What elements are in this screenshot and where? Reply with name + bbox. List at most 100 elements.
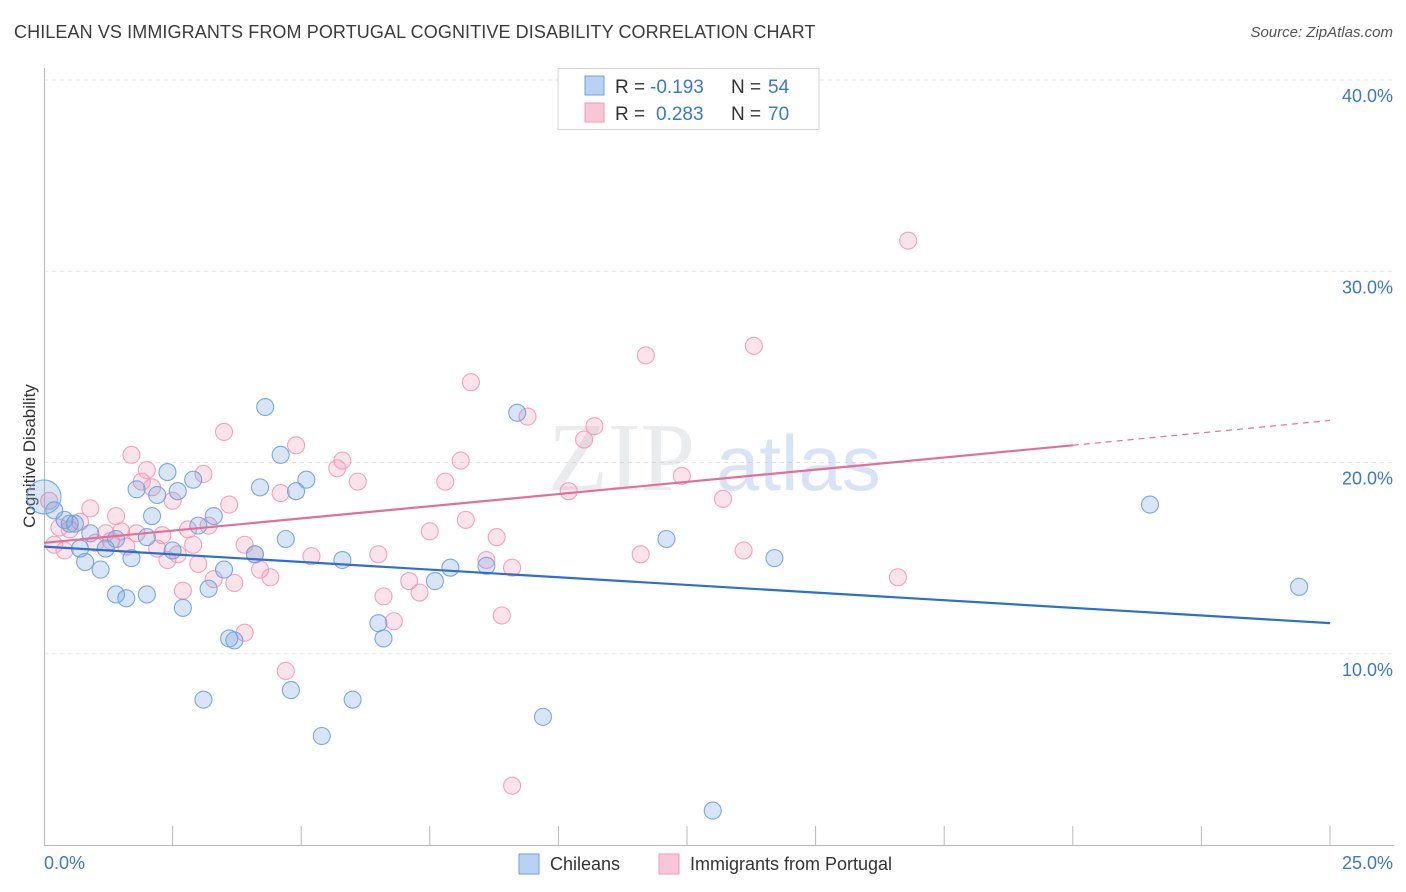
data-point-chileans (703, 801, 722, 820)
data-point-portugal (122, 445, 141, 464)
data-point-chileans (657, 529, 676, 549)
data-point-portugal (225, 573, 244, 593)
data-point-chileans (184, 470, 203, 489)
data-point-portugal (672, 466, 691, 485)
bottom-legend-label-portugal: Immigrants from Portugal (690, 854, 892, 874)
data-point-portugal (173, 581, 192, 600)
data-point-chileans (168, 482, 187, 501)
legend-n-value-chileans: 54 (768, 77, 790, 98)
data-point-portugal (153, 526, 172, 545)
series-portugal-points (40, 231, 918, 795)
data-point-portugal (271, 484, 290, 503)
x-tick-label-max: 25.0% (1342, 853, 1393, 873)
grid-lines (44, 79, 1394, 655)
data-point-chileans (312, 726, 331, 746)
data-point-portugal (888, 568, 907, 587)
data-point-portugal (477, 550, 496, 570)
data-point-portugal (492, 606, 511, 625)
data-point-portugal (899, 231, 918, 250)
legend-swatch-portugal (584, 102, 605, 123)
data-point-portugal (158, 550, 177, 570)
data-point-chileans (60, 514, 79, 533)
data-point-portugal (81, 499, 100, 518)
data-point-portugal (384, 612, 403, 631)
data-point-portugal (333, 451, 352, 470)
data-point-portugal (214, 422, 234, 441)
data-point-portugal (436, 472, 455, 491)
data-point-portugal (287, 436, 306, 455)
y-axis-tick-labels: 10.0% 20.0% 30.0% 40.0% (1342, 86, 1393, 680)
data-point-portugal (585, 417, 604, 436)
data-point-chileans (214, 560, 234, 579)
data-point-chileans (137, 585, 156, 604)
data-point-chileans (199, 579, 218, 598)
data-point-portugal (60, 520, 79, 539)
legend-r-value-portugal: 0.283 (656, 104, 704, 125)
chart-title: CHILEAN VS IMMIGRANTS FROM PORTUGAL COGN… (14, 22, 816, 42)
data-point-portugal (461, 373, 481, 392)
data-point-portugal (734, 541, 753, 560)
data-point-chileans (477, 556, 496, 575)
data-point-chileans (117, 589, 136, 608)
data-point-chileans (276, 529, 295, 549)
data-point-portugal (575, 430, 594, 449)
data-point-portugal (456, 510, 475, 529)
data-point-portugal (137, 461, 156, 480)
data-point-portugal (410, 583, 429, 602)
source-note: Source: ZipAtlas.com (1250, 24, 1393, 41)
trend-lines (43, 419, 1331, 625)
data-point-portugal (106, 506, 126, 526)
data-point-portugal (220, 495, 239, 514)
data-point-chileans (91, 560, 110, 579)
data-point-chileans (173, 598, 192, 617)
data-point-portugal (369, 545, 388, 564)
data-point-chileans (369, 614, 388, 633)
data-point-portugal (40, 491, 59, 510)
data-point-chileans (26, 479, 62, 515)
legend-n-label-chileans: N = (731, 77, 761, 98)
data-point-chileans (281, 681, 300, 700)
y-tick-label: 10.0% (1342, 660, 1393, 680)
data-point-portugal (261, 568, 280, 587)
data-point-chileans (1290, 577, 1309, 596)
legend-n-value-portugal: 70 (768, 104, 789, 125)
data-point-chileans (189, 516, 208, 535)
legend-r-value-chileans: -0.193 (650, 77, 704, 98)
data-point-portugal (713, 489, 733, 508)
data-point-portugal (636, 346, 655, 365)
correlation-legend: R = -0.193 N = 54 R = 0.283 N = 70 (557, 68, 820, 130)
data-point-chileans (533, 707, 553, 726)
y-tick-label: 30.0% (1342, 277, 1393, 297)
data-point-chileans (122, 549, 141, 568)
data-point-chileans (271, 445, 290, 464)
y-axis-label: Cognitive Disability (20, 384, 39, 528)
data-point-chileans (158, 463, 177, 482)
data-point-chileans (163, 541, 182, 560)
y-tick-label: 20.0% (1342, 469, 1393, 489)
data-point-portugal (400, 572, 419, 591)
data-point-chileans (765, 549, 784, 568)
trend-line-chileans (43, 545, 1331, 625)
legend-swatch-chileans (584, 75, 605, 96)
watermark: ZIP atlas (548, 404, 881, 512)
trend-line-portugal (43, 444, 1073, 544)
data-point-portugal (276, 661, 295, 681)
data-point-portugal (184, 535, 203, 554)
legend-r-label-chileans: R = (615, 77, 645, 98)
watermark-atlas: atlas (716, 419, 881, 507)
data-point-portugal (55, 541, 74, 560)
data-point-chileans (204, 506, 223, 526)
data-point-chileans (343, 690, 362, 709)
data-point-chileans (106, 529, 126, 549)
data-point-chileans (287, 482, 306, 501)
data-point-portugal (451, 451, 470, 470)
data-point-portugal (189, 554, 208, 573)
data-point-portugal (744, 336, 763, 355)
data-point-portugal (374, 587, 393, 606)
data-point-chileans (441, 558, 460, 577)
data-point-chileans (194, 690, 213, 709)
data-point-chileans (508, 403, 527, 422)
data-point-chileans (148, 485, 167, 505)
data-point-chileans (250, 478, 270, 497)
legend-n-label-portugal: N = (731, 104, 761, 125)
